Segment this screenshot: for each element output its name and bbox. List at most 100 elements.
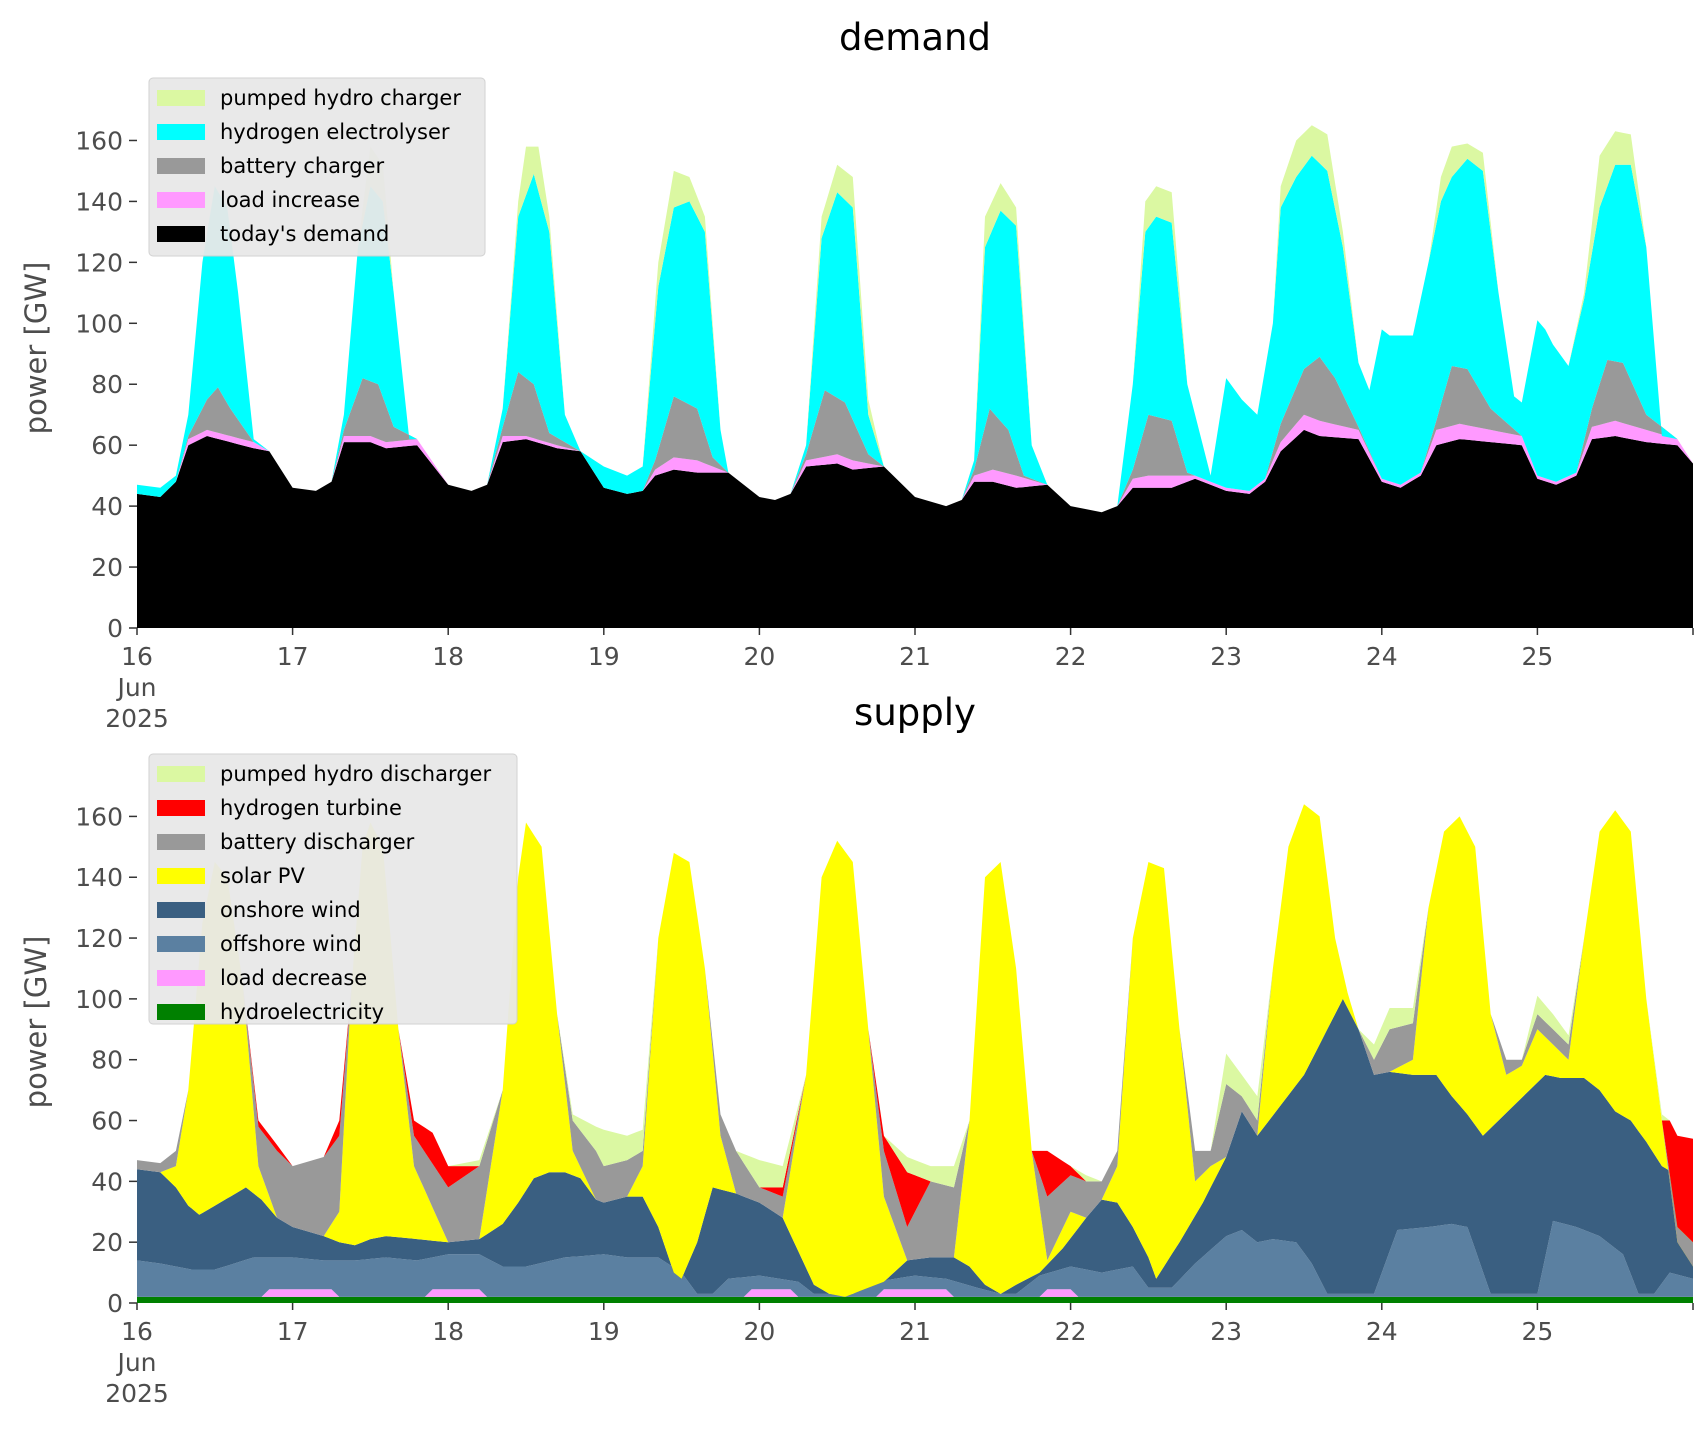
x-tick-label: 22 [1055,642,1087,671]
y-tick-label: 40 [91,1167,123,1196]
legend-label: load increase [220,188,360,212]
y-tick-label: 20 [91,553,123,582]
legend-swatch [157,868,205,884]
chart-title: supply [854,691,976,734]
y-tick-label: 120 [75,248,123,277]
legend-swatch [157,1004,205,1020]
y-tick-label: 100 [75,309,123,338]
chart-title: demand [839,16,991,59]
y-tick-label: 60 [91,431,123,460]
legend-label: solar PV [220,864,305,888]
y-axis-ticks: 0 20 40 60 80 100 120 140 160 [75,126,137,643]
y-tick-label: 0 [107,1289,123,1318]
x-tick-label: 20 [743,642,775,671]
legend-swatch [157,124,205,140]
x-tick-label: Jun [115,1348,156,1377]
x-tick-label: 22 [1055,1317,1087,1346]
x-tick-label: 21 [899,642,931,671]
x-tick-label: 25 [1521,642,1553,671]
legend-item-pumped-hydro-charger: pumped hydro charger [157,86,461,110]
x-tick-label: 18 [432,1317,464,1346]
x-tick-label: 21 [899,1317,931,1346]
legend-box [148,753,518,1025]
legend-item-hydroelectricity: hydroelectricity [157,1000,384,1024]
x-tick-label: Jun [115,673,156,702]
legend-item-onshore-wind: onshore wind [157,898,361,922]
legend-item-solar-pv: solar PV [157,864,305,888]
x-tick-label: 16 [121,642,153,671]
legend-label: battery discharger [220,830,415,854]
y-tick-label: 40 [91,492,123,521]
demand-chart: demand power [GW] 0 20 40 60 80 100 120 140 160 … [19,16,1694,733]
x-tick-label: 19 [588,642,620,671]
legend-box [148,77,486,257]
area-battery-discharger [137,804,1693,1267]
legend-item-hydrogen-turbine: hydrogen turbine [157,796,402,820]
area-series-group [137,804,1693,1303]
legend-item-load-decrease: load decrease [157,966,367,990]
legend-item-battery-charger: battery charger [157,154,385,178]
y-tick-label: 140 [75,863,123,892]
legend: pumped hydro discharger hydrogen turbine b… [148,753,518,1025]
area-series-group [137,125,1693,628]
legend-label: offshore wind [220,932,362,956]
legend-label: hydrogen electrolyser [220,120,450,144]
y-tick-label: 20 [91,1228,123,1257]
x-tick-label: 24 [1366,1317,1398,1346]
legend-swatch [157,800,205,816]
legend-item-offshore-wind: offshore wind [157,932,362,956]
legend-swatch [157,192,205,208]
x-tick-label: 23 [1210,1317,1242,1346]
legend-swatch [157,902,205,918]
y-tick-label: 140 [75,187,123,216]
y-tick-label: 120 [75,924,123,953]
area-load-decrease [137,1289,1693,1297]
y-tick-label: 60 [91,1107,123,1136]
x-tick-label: 20 [743,1317,775,1346]
legend-swatch [157,936,205,952]
x-tick-label: 2025 [105,704,169,733]
legend-swatch [157,766,205,782]
x-tick-label: 25 [1521,1317,1553,1346]
legend-swatch [157,226,205,242]
legend-swatch [157,970,205,986]
legend-swatch [157,158,205,174]
y-tick-label: 160 [75,126,123,155]
y-tick-label: 0 [107,614,123,643]
area-offshore-wind [137,1220,1693,1297]
x-tick-label: 23 [1210,642,1242,671]
legend-label: pumped hydro charger [220,86,461,110]
legend-item-today-s-demand: today's demand [157,222,389,246]
legend-swatch [157,834,205,850]
area-today-s-demand [137,429,1693,628]
legend-item-hydrogen-electrolyser: hydrogen electrolyser [157,120,450,144]
legend-label: load decrease [220,966,367,990]
area-solar-pv [137,804,1693,1297]
legend-swatch [157,90,205,106]
legend-item-pumped-hydro-discharger: pumped hydro discharger [157,762,491,786]
area-onshore-wind [137,998,1693,1297]
supply-chart: supply power [GW] 0 20 40 60 80 100 120 140 160 … [19,691,1694,1408]
legend-label: battery charger [220,154,385,178]
x-tick-label: 18 [432,642,464,671]
y-tick-label: 80 [91,1046,123,1075]
area-hydrogen-electrolyser [137,155,1693,513]
legend-item-battery-discharger: battery discharger [157,830,415,854]
y-axis-ticks: 0 20 40 60 80 100 120 140 160 [75,802,137,1318]
area-hydroelectricity [137,1296,1693,1303]
legend-label: hydroelectricity [220,1000,384,1024]
x-tick-label: 19 [588,1317,620,1346]
legend-label: hydrogen turbine [220,796,402,820]
y-tick-label: 160 [75,802,123,831]
x-tick-label: 17 [277,1317,309,1346]
area-load-increase [137,414,1693,513]
x-tick-label: 17 [277,642,309,671]
x-tick-label: 24 [1366,642,1398,671]
legend-label: onshore wind [220,898,361,922]
legend-label: today's demand [220,222,389,246]
area-battery-charger [137,356,1693,513]
y-axis-label: power [GW] [19,936,53,1109]
